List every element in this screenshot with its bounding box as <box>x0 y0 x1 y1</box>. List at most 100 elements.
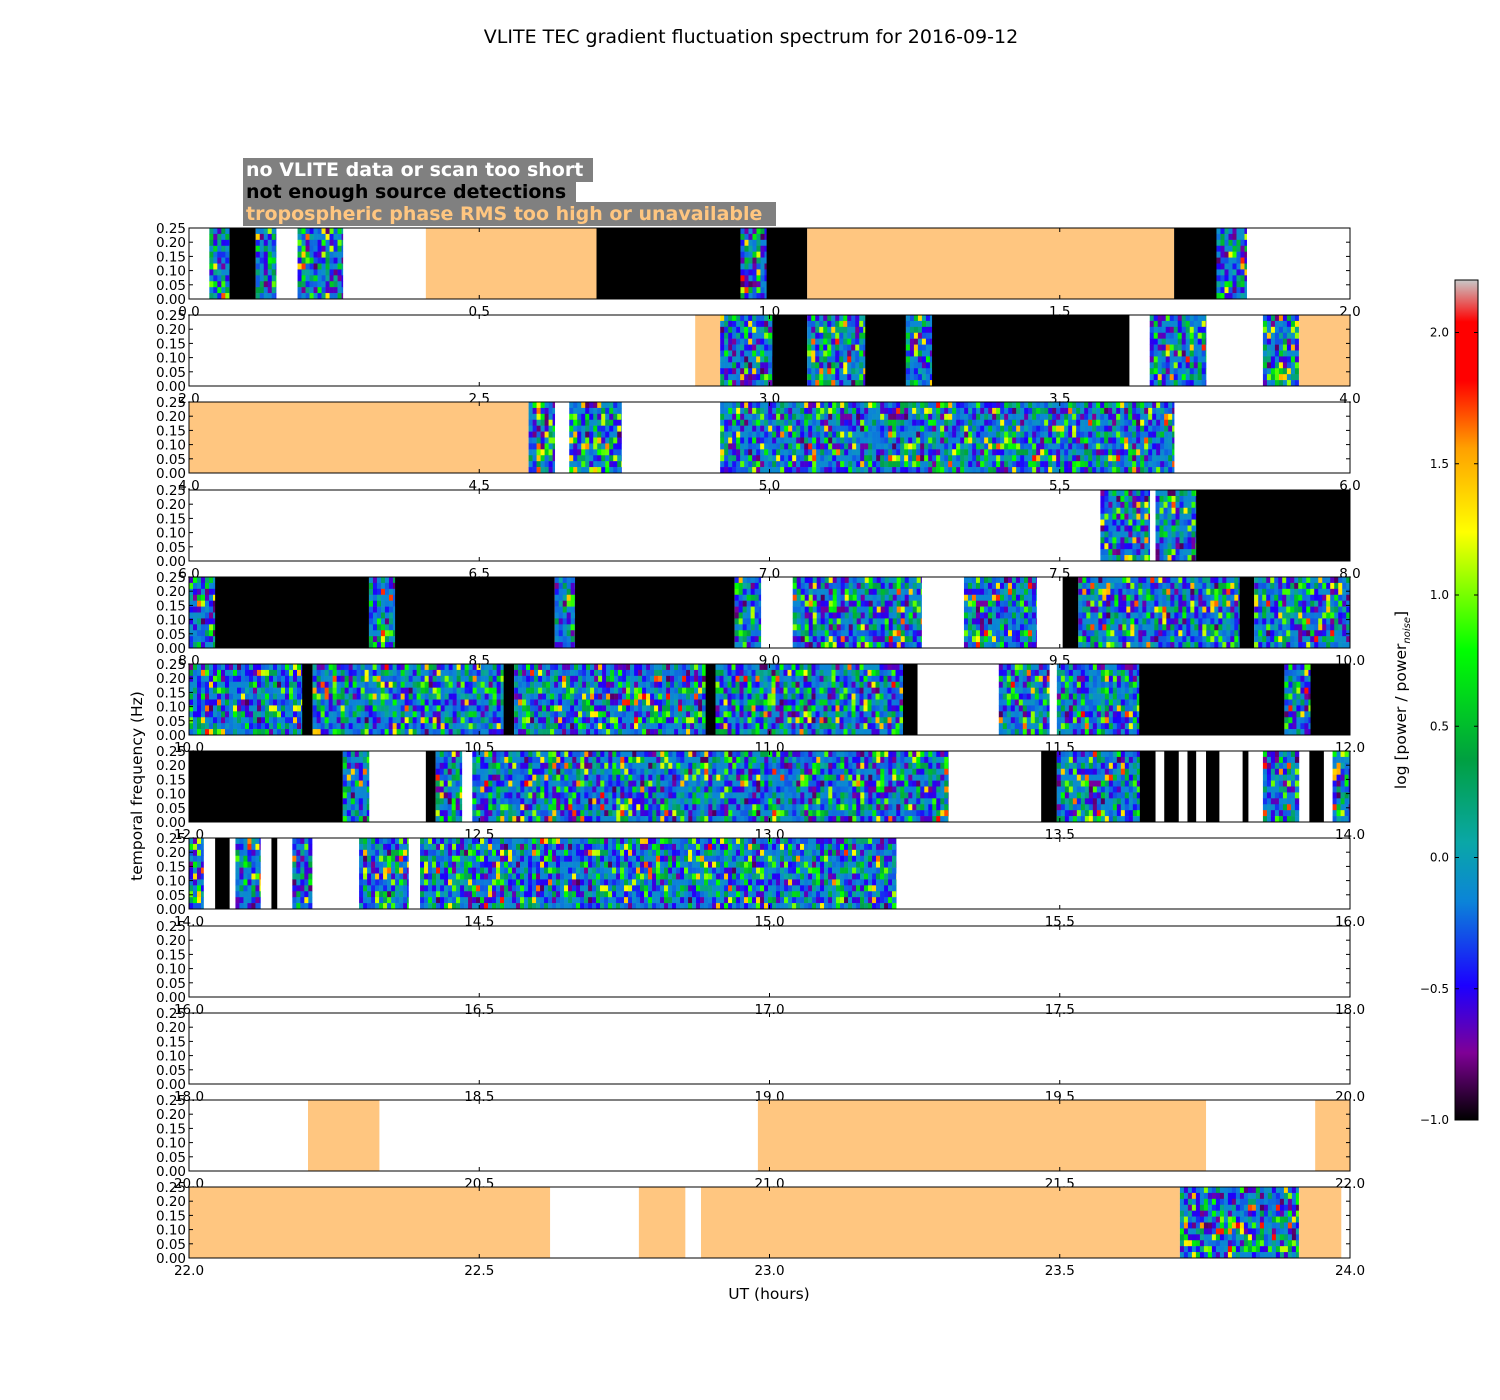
spectrum-cell <box>788 425 793 432</box>
spectrum-cell <box>1120 549 1125 556</box>
spectrum-cell <box>1278 356 1284 363</box>
spectrum-cell <box>1290 600 1295 607</box>
spectrum-cell <box>940 455 945 462</box>
spectrum-cell <box>376 577 382 584</box>
spectrum-cell <box>856 431 861 438</box>
spectrum-cell <box>325 233 330 241</box>
spectrum-cell <box>189 636 194 643</box>
spectrum-cell <box>984 437 989 444</box>
y-tick-label: 0.20 <box>156 322 186 338</box>
spectrum-cell <box>831 356 836 363</box>
spectrum-cell <box>1098 618 1103 625</box>
spectrum-cell <box>297 245 302 252</box>
spectrum-cell <box>1152 431 1157 438</box>
spectrum-cell <box>964 431 969 438</box>
spectrum-cell <box>221 233 226 241</box>
spectrum-cell <box>960 419 965 426</box>
spectrum-cell <box>1102 600 1107 607</box>
spectrum-cell <box>1100 402 1105 409</box>
spectrum-cell <box>1136 501 1141 509</box>
spectrum-cell <box>1019 588 1025 596</box>
spectrum-cell <box>905 356 911 363</box>
spectrum-cell <box>297 269 302 276</box>
spectrum-cell <box>1186 642 1191 649</box>
spectrum-cell <box>309 233 314 241</box>
spectrum-cell <box>828 612 834 619</box>
spectrum-cell <box>593 449 598 456</box>
spectrum-cell <box>748 320 753 328</box>
spectrum-cell <box>728 362 733 369</box>
spectrum-cell <box>1186 612 1191 619</box>
spectrum-cell <box>1278 362 1284 369</box>
spectrum-cell <box>540 467 545 474</box>
spectrum-cell <box>201 636 206 643</box>
spectrum-cell <box>831 344 836 351</box>
spectrum-cell <box>1334 577 1339 584</box>
spectrum-cell <box>213 636 216 643</box>
spectrum-cell <box>1007 612 1013 619</box>
spectrum-cell <box>872 612 878 619</box>
spectrum-cell <box>1181 368 1187 375</box>
spectrum-cell <box>597 407 602 415</box>
spectrum-cell <box>848 402 853 409</box>
spectrum-cell <box>1056 407 1061 415</box>
spectrum-cell <box>1132 531 1137 538</box>
spectrum-cell <box>888 425 893 432</box>
spectrum-cell <box>1306 600 1311 607</box>
spectrum-cell <box>748 269 753 276</box>
spectrum-cell <box>924 467 929 474</box>
spectrum-cell <box>848 467 853 474</box>
spectrum-cell <box>1027 618 1033 625</box>
spectrum-cell <box>823 374 828 381</box>
spectrum-cell <box>925 356 931 363</box>
spectrum-cell <box>1060 425 1065 432</box>
spectrum-cell <box>1198 636 1203 643</box>
spectrum-cell <box>1150 618 1155 625</box>
spectrum-cell <box>979 577 985 584</box>
spectrum-cell <box>1179 507 1184 514</box>
spectrum-cell <box>1130 630 1135 637</box>
spectrum-cell <box>1178 618 1183 625</box>
spectrum-cell <box>1007 624 1013 631</box>
spectrum-cell <box>229 263 230 270</box>
spectrum-cell <box>728 320 733 328</box>
spectrum-cell <box>1124 467 1129 474</box>
spectrum-segment <box>905 315 933 387</box>
spectrum-cell <box>972 402 977 409</box>
spectrum-cell <box>1100 513 1105 520</box>
spectrum-cell <box>1168 467 1173 474</box>
spectrum-cell <box>840 582 846 590</box>
spectrum-cell <box>1144 413 1149 421</box>
spectrum-cell <box>1189 362 1195 369</box>
spectrum-cell <box>872 413 877 421</box>
spectrum-cell <box>1007 582 1013 590</box>
spectrum-cell <box>768 320 773 328</box>
spectrum-cell <box>744 356 749 363</box>
spectrum-cell <box>996 419 1001 426</box>
spectrum-cell <box>1162 630 1167 637</box>
spectrum-cell <box>720 413 725 421</box>
spectrum-cell <box>613 407 618 415</box>
spectrum-cell <box>1104 431 1109 438</box>
spectrum-cell <box>1096 449 1101 456</box>
spectrum-cell <box>1254 624 1259 631</box>
spectrum-cell <box>856 413 861 421</box>
spectrum-cell <box>1142 612 1147 619</box>
spectrum-cell <box>744 233 749 241</box>
spectrum-cell <box>852 449 857 456</box>
spectrum-cell <box>1181 344 1187 351</box>
spectrum-cell <box>1195 490 1197 497</box>
spectrum-cell <box>544 425 549 432</box>
spectrum-cell <box>1032 407 1037 415</box>
spectrum-cell <box>972 443 977 450</box>
spectrum-cell <box>1149 380 1155 387</box>
spectrum-cell <box>574 612 576 619</box>
spectrum-cell <box>756 425 761 432</box>
spectrum-cell <box>1181 315 1187 322</box>
spectrum-cell <box>1262 374 1268 381</box>
spectrum-cell <box>912 425 917 432</box>
spectrum-cell <box>928 402 933 409</box>
spectrum-cell <box>1004 413 1009 421</box>
spectrum-cell <box>1076 402 1081 409</box>
spectrum-cell <box>748 437 753 444</box>
